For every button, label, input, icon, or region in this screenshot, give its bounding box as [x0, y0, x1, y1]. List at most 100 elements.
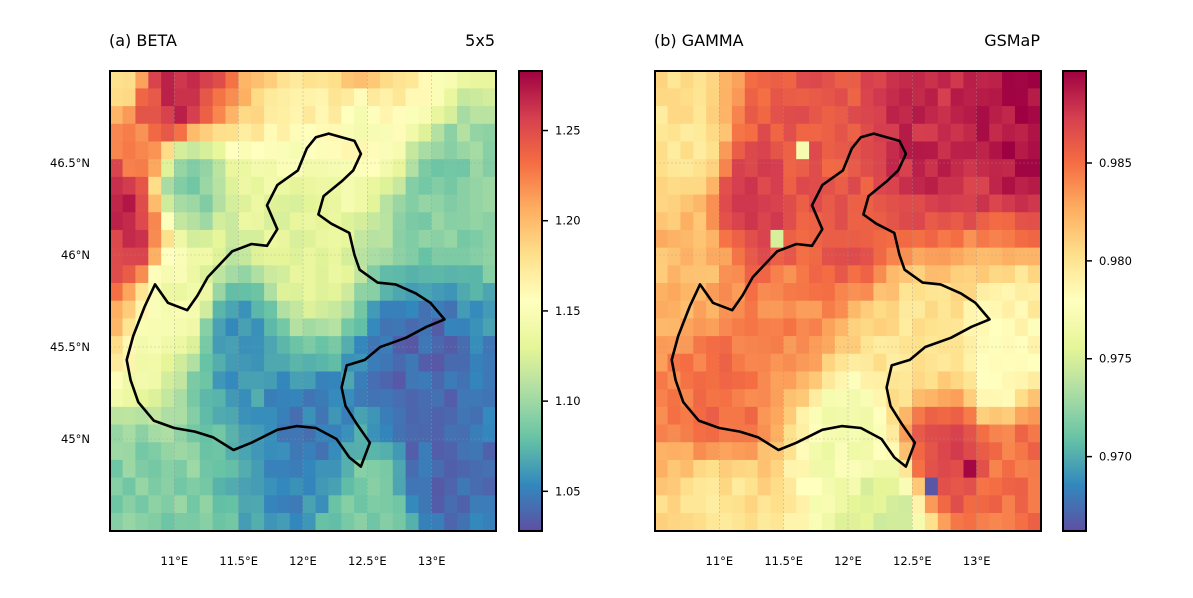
grid-cell [1027, 212, 1041, 231]
grid-cell [821, 477, 836, 496]
grid-cell [354, 495, 368, 514]
grid-cell [937, 389, 952, 408]
grid-cell [264, 247, 278, 266]
grid-cell [405, 477, 420, 496]
grid-cell [482, 336, 496, 355]
grid-cell [719, 283, 733, 302]
grid-cell [135, 159, 149, 178]
grid-cell [482, 389, 496, 408]
grid-cell [860, 513, 875, 531]
grid-cell [405, 71, 420, 89]
grid-cell [238, 88, 252, 107]
grid-cell [950, 513, 965, 531]
grid-cell [1002, 371, 1016, 390]
grid-cell [976, 88, 990, 107]
grid-cell [834, 247, 849, 266]
grid-cell [289, 353, 304, 373]
grid-cell [251, 247, 265, 266]
grid-cell [899, 176, 913, 196]
grid-cell [924, 212, 939, 231]
colorbar-frame [518, 70, 543, 532]
grid-cell [186, 459, 201, 479]
grid-cell [963, 88, 977, 107]
grid-cell [1014, 300, 1029, 319]
grid-cell [174, 194, 188, 213]
x-tick-label: 12°E [289, 554, 317, 568]
grid-cell [315, 265, 330, 284]
grid-cell [783, 106, 797, 125]
grid-cell [367, 159, 381, 178]
grid-cell [680, 123, 694, 143]
y-tick-label: 46°N [61, 248, 90, 262]
grid-cell [873, 389, 887, 408]
grid-cell [706, 389, 720, 408]
grid-cell [238, 212, 252, 231]
grid-cell [431, 88, 445, 107]
grid-cell [873, 495, 887, 514]
grid-cell [379, 283, 394, 302]
grid-cell [719, 353, 733, 373]
grid-cell [212, 159, 227, 178]
grid-cell [770, 513, 784, 531]
panel-a-colorbar: 1.05 1.10 1.15 1.20 1.25 [518, 70, 581, 532]
grid-cell [667, 247, 682, 266]
grid-cell [135, 88, 149, 107]
grid-cell [899, 477, 913, 496]
grid-cell [667, 194, 682, 213]
grid-cell [238, 71, 252, 89]
grid-cell [276, 300, 291, 319]
grid-cell [937, 71, 952, 89]
grid-cell [847, 176, 862, 196]
grid-cell [783, 123, 797, 143]
grid-cell [744, 442, 759, 461]
grid-cell [783, 477, 797, 496]
grid-cell [989, 123, 1003, 143]
grid-cell [212, 106, 227, 125]
grid-cell [886, 495, 900, 514]
grid-cell [809, 442, 823, 461]
grid-cell [809, 106, 823, 125]
grid-cell [783, 495, 797, 514]
grid-cell [302, 389, 317, 408]
grid-cell [328, 300, 342, 319]
grid-cell [379, 71, 394, 89]
grid-cell [289, 513, 304, 531]
grid-cell [809, 159, 823, 178]
grid-cell [405, 265, 420, 284]
grid-cell [731, 424, 746, 443]
grid-cell [963, 495, 977, 514]
grid-cell [976, 123, 990, 143]
grid-cell [886, 442, 900, 461]
grid-cell [289, 459, 304, 479]
grid-cell [706, 106, 720, 125]
grid-cell [680, 106, 694, 125]
grid-cell [834, 495, 849, 514]
grid-cell [148, 389, 162, 408]
grid-cell [976, 247, 990, 266]
grid-cell [821, 123, 836, 143]
grid-cell [405, 336, 420, 355]
grid-cell [186, 336, 201, 355]
grid-cell [757, 300, 772, 319]
grid-cell [264, 159, 278, 178]
gridlines [110, 71, 496, 531]
grid-cell [950, 406, 965, 426]
grid-cell [873, 229, 887, 249]
grid-cell [225, 247, 239, 266]
grid-cell [873, 477, 887, 496]
grid-cell [110, 159, 124, 178]
grid-cell [873, 459, 887, 479]
grid-cell [924, 406, 939, 426]
grid-cell [821, 300, 836, 319]
grid-cell [482, 194, 496, 213]
grid-cell [912, 495, 926, 514]
panel-b-map: 11°E 11.5°E 12°E 12.5°E 13°E [654, 70, 1042, 568]
grid-cell [873, 194, 887, 213]
grid-cell [444, 229, 458, 249]
grid-cell [744, 229, 759, 249]
grid-cell [135, 442, 149, 461]
grid-cell [469, 336, 484, 355]
grid-cell [367, 371, 381, 390]
grid-cell [796, 123, 810, 143]
grid-cell [418, 442, 432, 461]
